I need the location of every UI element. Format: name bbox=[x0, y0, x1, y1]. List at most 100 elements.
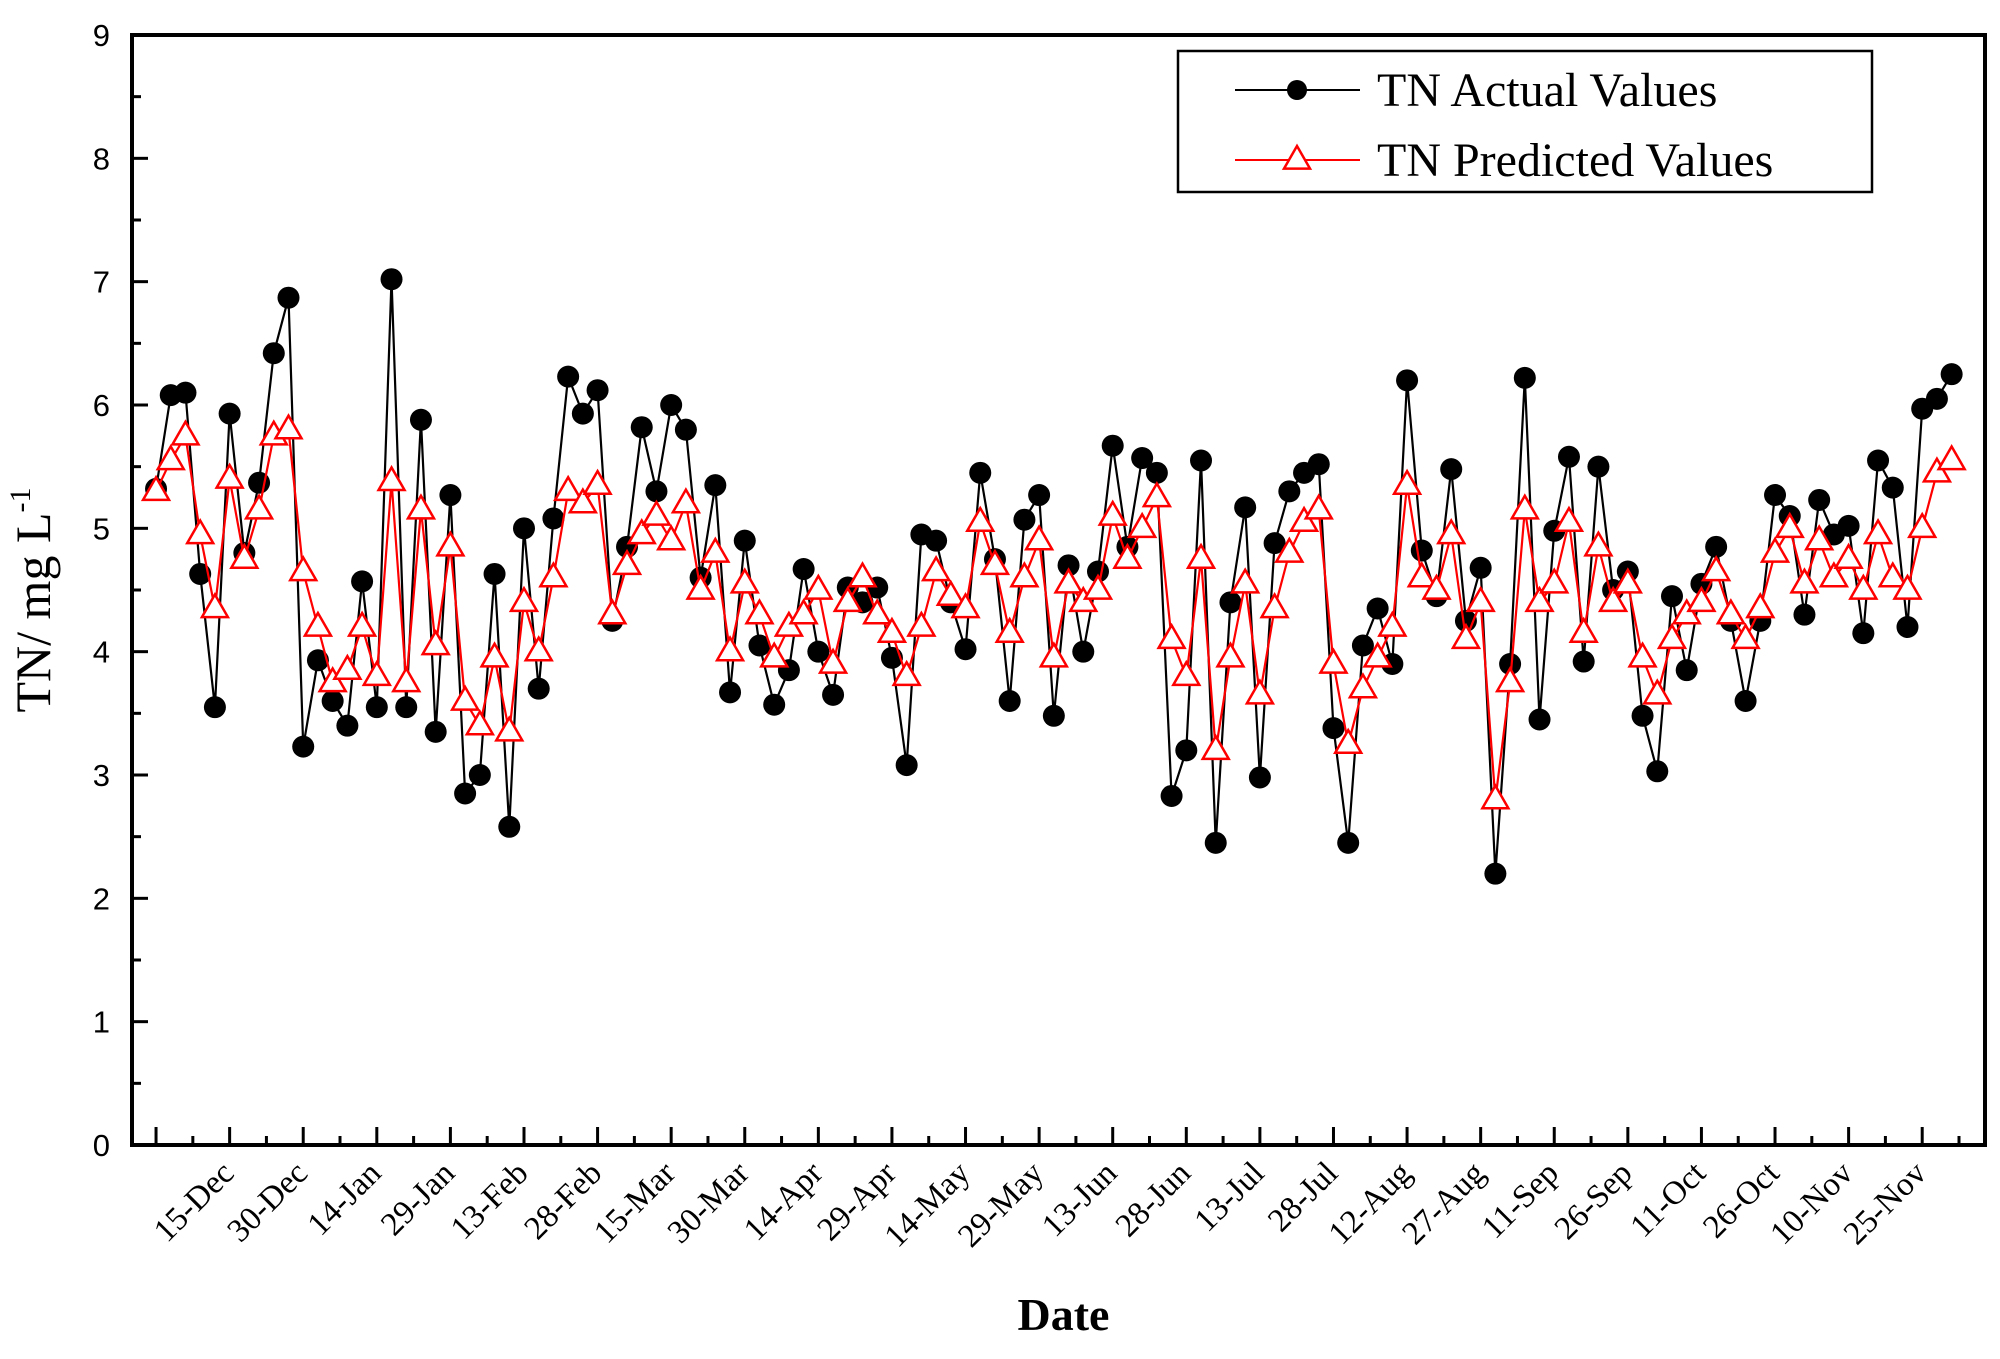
data-point bbox=[498, 815, 521, 838]
data-point bbox=[935, 579, 966, 607]
data-point bbox=[876, 616, 908, 644]
data-point bbox=[1072, 640, 1095, 663]
data-point bbox=[140, 474, 172, 502]
y-tick-label: 1 bbox=[93, 1005, 110, 1040]
data-point bbox=[1804, 524, 1835, 551]
x-tick-label: 15-Mar bbox=[587, 1155, 682, 1250]
data-point bbox=[1042, 704, 1065, 727]
data-point bbox=[862, 598, 893, 625]
data-point bbox=[1156, 622, 1187, 650]
data-point bbox=[1351, 634, 1374, 657]
data-point bbox=[1009, 561, 1040, 588]
data-point bbox=[454, 782, 477, 805]
data-point bbox=[1764, 484, 1787, 507]
data-point bbox=[763, 693, 786, 716]
data-point bbox=[336, 714, 359, 737]
data-point bbox=[792, 558, 815, 581]
data-point bbox=[1322, 717, 1345, 740]
data-point bbox=[954, 638, 977, 661]
data-point bbox=[405, 493, 437, 520]
actual-series bbox=[145, 268, 1963, 885]
data-point bbox=[1190, 449, 1213, 472]
data-point bbox=[656, 524, 687, 551]
data-point bbox=[365, 696, 388, 719]
data-point bbox=[719, 681, 742, 704]
y-tick-label: 2 bbox=[93, 881, 110, 916]
data-point bbox=[479, 641, 510, 668]
x-tick-label: 25-Nov bbox=[1837, 1155, 1934, 1252]
data-point bbox=[1867, 449, 1890, 472]
x-tick-label: 29-May bbox=[951, 1155, 1051, 1255]
data-point bbox=[807, 640, 830, 663]
data-point bbox=[199, 591, 231, 619]
data-point bbox=[1175, 739, 1198, 762]
data-point bbox=[523, 635, 554, 662]
data-point bbox=[557, 365, 580, 388]
data-point bbox=[292, 735, 315, 758]
data-point bbox=[965, 505, 996, 533]
legend-label: TN Predicted Values bbox=[1377, 134, 1773, 187]
x-tick-label: 30-Dec bbox=[221, 1155, 315, 1249]
data-point bbox=[468, 764, 491, 786]
data-point bbox=[1396, 369, 1419, 392]
data-point bbox=[641, 499, 672, 526]
data-point bbox=[1347, 672, 1379, 699]
data-point bbox=[1499, 653, 1522, 675]
x-tick-label: 10-Nov bbox=[1764, 1155, 1861, 1252]
data-point bbox=[1053, 567, 1084, 594]
data-point bbox=[1440, 458, 1463, 481]
data-point bbox=[729, 567, 760, 594]
data-point bbox=[1244, 678, 1276, 705]
y-axis-title: TN/ mg L-1 bbox=[4, 488, 61, 713]
data-point bbox=[1759, 536, 1791, 563]
data-point bbox=[494, 715, 525, 742]
data-point bbox=[1568, 616, 1599, 644]
data-point bbox=[351, 570, 374, 593]
data-point bbox=[1833, 542, 1864, 570]
plot-series bbox=[140, 268, 1967, 885]
data-point bbox=[1023, 524, 1055, 551]
data-point bbox=[998, 690, 1021, 712]
y-tick-label: 9 bbox=[93, 18, 110, 53]
data-point bbox=[582, 468, 613, 496]
data-point bbox=[483, 562, 506, 585]
data-point bbox=[1789, 567, 1820, 594]
data-point bbox=[1793, 603, 1816, 626]
data-point bbox=[1248, 766, 1271, 789]
legend-marker-circle-icon bbox=[1287, 80, 1307, 100]
data-point bbox=[262, 342, 285, 365]
data-point bbox=[1436, 517, 1467, 545]
data-point bbox=[704, 474, 727, 497]
data-point bbox=[1028, 484, 1051, 507]
data-point bbox=[1587, 455, 1610, 478]
data-point bbox=[817, 647, 849, 674]
data-point bbox=[1553, 505, 1585, 533]
x-tick-label: 13-Jun bbox=[1035, 1155, 1124, 1244]
data-point bbox=[1406, 561, 1437, 588]
data-point bbox=[542, 507, 565, 530]
y-axis-title-superscript: -1 bbox=[4, 488, 37, 513]
data-point bbox=[759, 641, 790, 668]
data-point bbox=[1524, 585, 1555, 613]
data-point bbox=[1391, 468, 1423, 496]
data-point bbox=[1705, 535, 1728, 558]
data-point bbox=[1145, 461, 1168, 484]
data-point bbox=[925, 529, 948, 552]
data-point bbox=[1421, 573, 1452, 600]
data-point bbox=[1877, 561, 1908, 588]
data-point bbox=[243, 493, 275, 520]
data-point bbox=[1852, 622, 1875, 645]
y-axis-title-main: TN/ mg L bbox=[5, 513, 61, 713]
data-point bbox=[420, 628, 451, 656]
data-point bbox=[803, 573, 834, 600]
data-point bbox=[1513, 366, 1536, 389]
data-point bbox=[277, 286, 300, 309]
data-point bbox=[1200, 733, 1231, 761]
data-point bbox=[611, 548, 643, 576]
data-point bbox=[1160, 784, 1183, 807]
x-tick-label: 11-Oct bbox=[1624, 1155, 1713, 1244]
y-tick-label: 8 bbox=[93, 141, 110, 176]
data-point bbox=[1642, 678, 1673, 705]
data-point bbox=[1925, 387, 1948, 410]
